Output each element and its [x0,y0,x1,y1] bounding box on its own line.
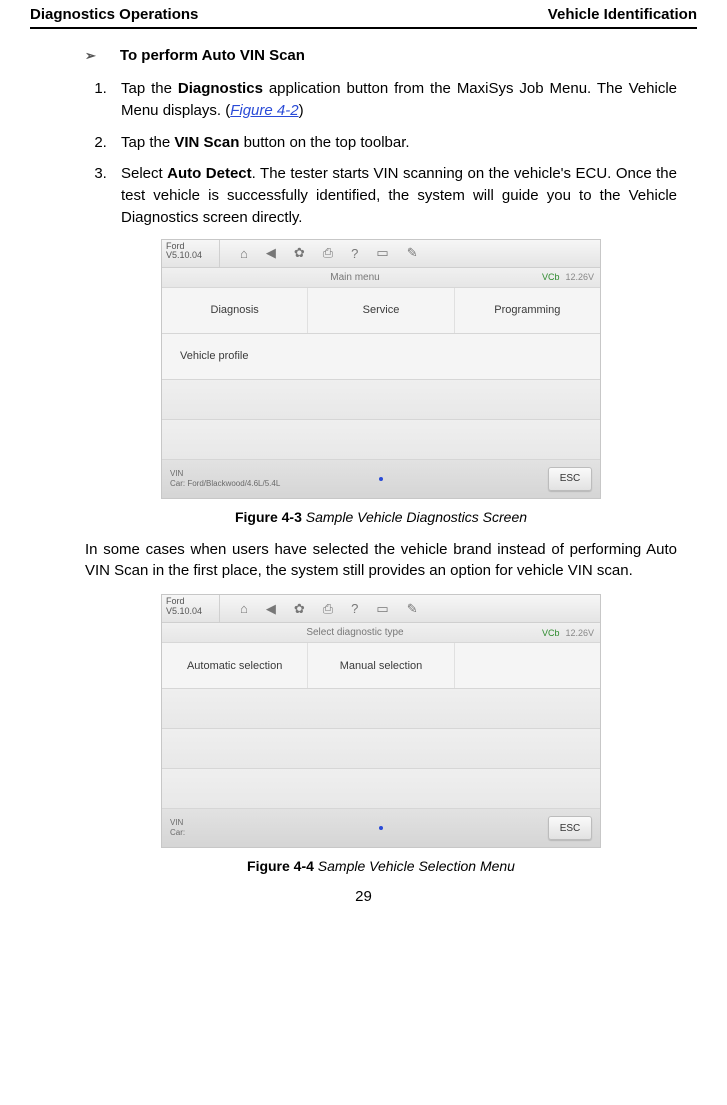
sub-header: Main menu VCb 12.26V [162,268,600,288]
pager-dot-icon [379,826,383,830]
caption-desc: Sample Vehicle Diagnostics Screen [302,509,527,525]
header-left: Diagnostics Operations [30,6,198,23]
page-number: 29 [30,888,697,905]
figure-4-4-caption: Figure 4-4 Sample Vehicle Selection Menu [85,858,677,874]
home-icon[interactable]: ⌂ [240,601,248,616]
header-right: Vehicle Identification [548,6,697,23]
section-heading: ➢ To perform Auto VIN Scan [85,47,677,64]
pager-dot-icon [379,477,383,481]
brand-version: V5.10.04 [166,251,215,261]
save-icon[interactable]: ▭ [376,245,388,261]
empty-row [162,380,600,420]
sub-header: Select diagnostic type VCb 12.26V [162,623,600,643]
figure-4-4-screenshot: Ford V5.10.04 ⌂ ◀ ✿ ⎙ ? ▭ ✎ Select diagn… [161,594,601,848]
step-bold: VIN Scan [174,134,239,151]
esc-button[interactable]: ESC [548,816,592,840]
settings-icon[interactable]: ✿ [294,245,305,261]
vc-status: VCb [542,628,560,638]
search-icon[interactable]: ✎ [407,245,418,261]
empty-row [162,420,600,460]
figure-4-3-screenshot: Ford V5.10.04 ⌂ ◀ ✿ ⎙ ? ▭ ✎ Main menu VC… [161,239,601,499]
step-bold: Auto Detect [167,165,251,182]
document-page: Diagnostics Operations Vehicle Identific… [0,0,727,925]
home-icon[interactable]: ⌂ [240,246,248,261]
vin-label: VIN [170,818,185,828]
step-text: Tap the [121,80,178,97]
step-2: Tap the VIN Scan button on the top toolb… [111,132,677,154]
car-label: Car: [170,828,185,838]
screen-title: Main menu [168,272,542,283]
menu-vehicle-profile[interactable]: Vehicle profile [162,334,600,379]
empty-row [162,769,600,809]
app-footer: VIN Car: ESC [162,809,600,847]
paragraph: In some cases when users have selected t… [85,539,677,583]
step-text: Select [121,165,167,182]
app-footer: VIN Car: Ford/Blackwood/4.6L/5.4L ESC [162,460,600,498]
vin-label: VIN [170,469,280,479]
figure-link[interactable]: Figure 4-2 [230,102,298,119]
step-1: Tap the Diagnostics application button f… [111,78,677,122]
battery-status: 12.26V [565,272,594,282]
step-list: Tap the Diagnostics application button f… [85,78,677,229]
brand-cell: Ford V5.10.04 [162,240,220,267]
car-label: Car: Ford/Blackwood/4.6L/5.4L [170,479,280,489]
step-bold: Diagnostics [178,80,263,97]
search-icon[interactable]: ✎ [407,601,418,617]
empty-cell [455,643,600,688]
brand-cell: Ford V5.10.04 [162,595,220,622]
battery-status: 12.26V [565,628,594,638]
figure-4-3-caption: Figure 4-3 Sample Vehicle Diagnostics Sc… [85,509,677,525]
menu-service[interactable]: Service [308,288,454,333]
app-toolbar: Ford V5.10.04 ⌂ ◀ ✿ ⎙ ? ▭ ✎ [162,240,600,268]
esc-button[interactable]: ESC [548,467,592,491]
print-icon[interactable]: ⎙ [323,601,333,617]
running-header: Diagnostics Operations Vehicle Identific… [30,6,697,29]
vin-info: VIN Car: Ford/Blackwood/4.6L/5.4L [170,469,280,488]
help-icon[interactable]: ? [351,246,358,261]
vc-status: VCb [542,272,560,282]
menu-programming[interactable]: Programming [455,288,600,333]
vin-info: VIN Car: [170,818,185,837]
save-icon[interactable]: ▭ [376,601,388,617]
help-icon[interactable]: ? [351,601,358,616]
step-3: Select Auto Detect. The tester starts VI… [111,163,677,228]
empty-row [162,689,600,729]
screen-title: Select diagnostic type [168,627,542,638]
app-toolbar: Ford V5.10.04 ⌂ ◀ ✿ ⎙ ? ▭ ✎ [162,595,600,623]
brand-version: V5.10.04 [166,607,215,617]
menu-row-1: Automatic selection Manual selection [162,643,600,689]
section-title: To perform Auto VIN Scan [120,47,305,64]
empty-row [162,729,600,769]
step-text: Tap the [121,134,174,151]
toolbar-buttons: ⌂ ◀ ✿ ⎙ ? ▭ ✎ [220,595,600,622]
caption-label: Figure 4-3 [235,509,302,525]
caption-desc: Sample Vehicle Selection Menu [314,858,515,874]
settings-icon[interactable]: ✿ [294,601,305,617]
menu-diagnosis[interactable]: Diagnosis [162,288,308,333]
back-icon[interactable]: ◀ [266,245,276,261]
menu-manual-selection[interactable]: Manual selection [308,643,454,688]
menu-automatic-selection[interactable]: Automatic selection [162,643,308,688]
page-content: ➢ To perform Auto VIN Scan Tap the Diagn… [30,47,697,874]
toolbar-buttons: ⌂ ◀ ✿ ⎙ ? ▭ ✎ [220,240,600,267]
caption-label: Figure 4-4 [247,858,314,874]
print-icon[interactable]: ⎙ [323,245,333,261]
menu-row-2: Vehicle profile [162,334,600,380]
step-text: ) [299,102,304,119]
back-icon[interactable]: ◀ [266,601,276,617]
arrow-icon: ➢ [85,48,96,64]
menu-row-1: Diagnosis Service Programming [162,288,600,334]
step-text: button on the top toolbar. [239,134,409,151]
